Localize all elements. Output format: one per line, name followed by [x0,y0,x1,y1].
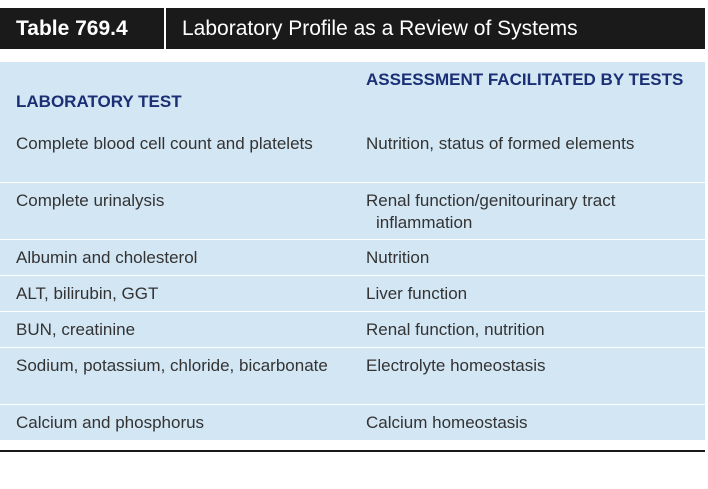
cell-assessment: Renal function, nutrition [366,320,545,339]
cell-assessment: Calcium homeostasis [366,413,528,432]
cell-assessment: Liver function [366,284,468,303]
cell-laboratory-test: Albumin and cholesterol [16,248,198,267]
table-row: BUN, creatinine Renal function, nutritio… [0,312,705,348]
cell-assessment: Renal function/genitourinary tract infla… [366,191,616,232]
table-row: Sodium, potassium, chloride, bicarbonate… [0,348,705,405]
table-row: Calcium and phosphorus Calcium homeostas… [0,405,705,441]
cell-assessment: Nutrition [366,248,430,267]
table-title: Laboratory Profile as a Review of System… [182,16,578,40]
cell-laboratory-test: Sodium, potassium, chloride, bicarbonate [16,356,328,375]
cell-laboratory-test: Complete blood cell count and platelets [16,134,313,153]
cell-assessment: Electrolyte homeostasis [366,356,546,375]
cell-assessment: Nutrition, status of formed elements [366,134,635,153]
table-title-bar: Table 769.4 Laboratory Profile as a Revi… [0,8,705,49]
table-header-row: LABORATORY TEST ASSESSMENT FACILITATED B… [0,62,705,126]
column-header-assessment: ASSESSMENT FACILITATED BY TESTS [366,70,684,89]
table-row: Albumin and cholesterol Nutrition [0,240,705,276]
table-number: Table 769.4 [0,8,166,49]
cell-laboratory-test: Complete urinalysis [16,191,165,210]
table-row: Complete blood cell count and platelets … [0,126,705,183]
table-row: Complete urinalysis Renal function/genit… [0,183,705,240]
cell-laboratory-test: BUN, creatinine [16,320,136,339]
table-bottom-rule [0,450,705,452]
cell-laboratory-test: ALT, bilirubin, GGT [16,284,159,303]
column-header-laboratory-test: LABORATORY TEST [16,92,182,111]
table-body: Complete blood cell count and platelets … [0,126,705,441]
table-row: ALT, bilirubin, GGT Liver function [0,276,705,312]
cell-laboratory-test: Calcium and phosphorus [16,413,205,432]
